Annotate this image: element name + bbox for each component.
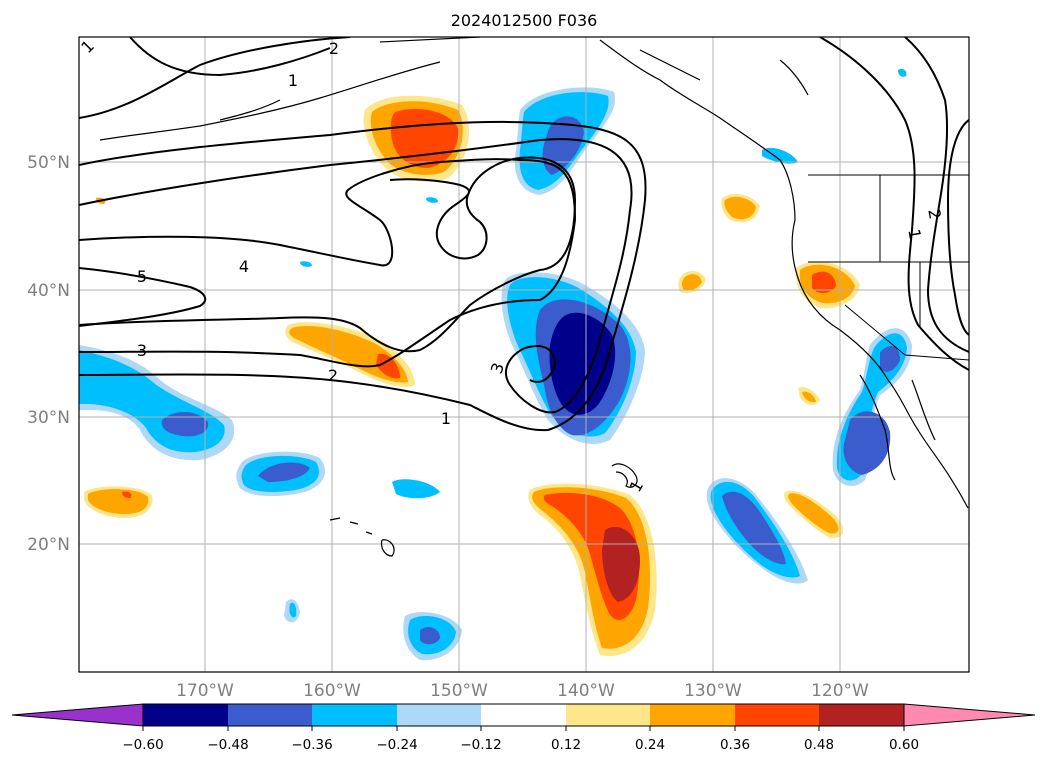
graticule: [79, 37, 969, 672]
colorbar-tick-label: 0.48: [804, 737, 834, 753]
colorbar-bin: [481, 704, 566, 726]
plot-title: 2024012500 F036: [451, 11, 598, 30]
contour-label: 1: [288, 71, 298, 90]
colorbar-tick-label: −0.48: [207, 737, 248, 753]
colorbar-tick-label: 0.12: [551, 737, 581, 753]
colorbar-bin: [566, 704, 650, 726]
map-panel: 1 2 3 4 5 3 2 1 1 2 1 1: [77, 36, 970, 673]
negative-anomaly-128w: [706, 478, 808, 584]
colorbar-bin: [312, 704, 397, 726]
colorbar: −0.60 −0.48 −0.36 −0.24 −0.12 0.12 0.24 …: [11, 703, 1036, 753]
colorbar-tick-label: −0.36: [291, 737, 332, 753]
colorbar-tick-label: −0.12: [460, 737, 501, 753]
contour-label: 1: [441, 409, 451, 428]
contour-label: 5: [137, 267, 147, 286]
lon-label-120w: 120°W: [811, 681, 869, 701]
colorbar-tick-labels: −0.60 −0.48 −0.36 −0.24 −0.12 0.12 0.24 …: [122, 737, 919, 753]
colorbar-tick-label: 0.60: [889, 737, 919, 753]
negative-anomaly-central: [501, 272, 645, 444]
negative-anomaly-165w: [236, 451, 325, 497]
colorbar-tick-label: −0.24: [376, 737, 417, 753]
contour-label: 3: [137, 341, 147, 360]
contour-label: 4: [239, 257, 249, 276]
coastlines: [99, 37, 969, 557]
colorbar-tick-label: 0.36: [720, 737, 750, 753]
lat-label-50n: 50°N: [27, 153, 70, 173]
contour-label: 2: [329, 39, 339, 58]
colorbar-extend-max: [903, 703, 1036, 727]
lon-label-160w: 160°W: [303, 681, 361, 701]
lat-label-40n: 40°N: [27, 281, 70, 301]
lat-label-30n: 30°N: [27, 408, 70, 428]
lon-label-130w: 130°W: [684, 681, 742, 701]
contour-label: 2: [924, 207, 944, 220]
small-negative-dots: [300, 68, 907, 267]
colorbar-extend-min: [11, 703, 144, 727]
lon-label-140w: 140°W: [557, 681, 615, 701]
positive-anomaly-north: [363, 95, 470, 182]
contour-label: 2: [328, 366, 338, 385]
colorbar-bin: [143, 704, 228, 726]
contour-lines: [79, 37, 969, 432]
colorbar-bin: [819, 704, 904, 726]
longitude-labels: 170°W 160°W 150°W 140°W 130°W 120°W: [176, 681, 869, 701]
positive-anomaly-175w: [84, 486, 153, 518]
negative-anomaly-hawaii: [284, 479, 462, 661]
contour-label: 1: [904, 227, 924, 240]
positive-anomaly-small: [96, 193, 860, 539]
shaded-anomalies: [79, 68, 912, 661]
negative-anomaly-baja: [832, 328, 912, 486]
latitude-labels: 50°N 40°N 30°N 20°N: [27, 153, 70, 555]
colorbar-frame: [142, 703, 905, 727]
map-frame: [78, 36, 970, 673]
lat-label-20n: 20°N: [27, 535, 70, 555]
colorbar-tick-label: 0.24: [635, 737, 665, 753]
positive-anomaly-subtropical: [528, 483, 657, 656]
positive-anomaly-160w: [285, 322, 415, 387]
colorbar-bin: [735, 704, 819, 726]
political-borders: [808, 174, 969, 361]
lon-label-150w: 150°W: [430, 681, 488, 701]
lon-label-170w: 170°W: [176, 681, 234, 701]
colorbar-tick-label: −0.60: [122, 737, 163, 753]
colorbar-ticks: [142, 726, 905, 731]
colorbar-bin: [397, 704, 481, 726]
colorbar-bin: [228, 704, 312, 726]
colorbar-bin: [650, 704, 735, 726]
